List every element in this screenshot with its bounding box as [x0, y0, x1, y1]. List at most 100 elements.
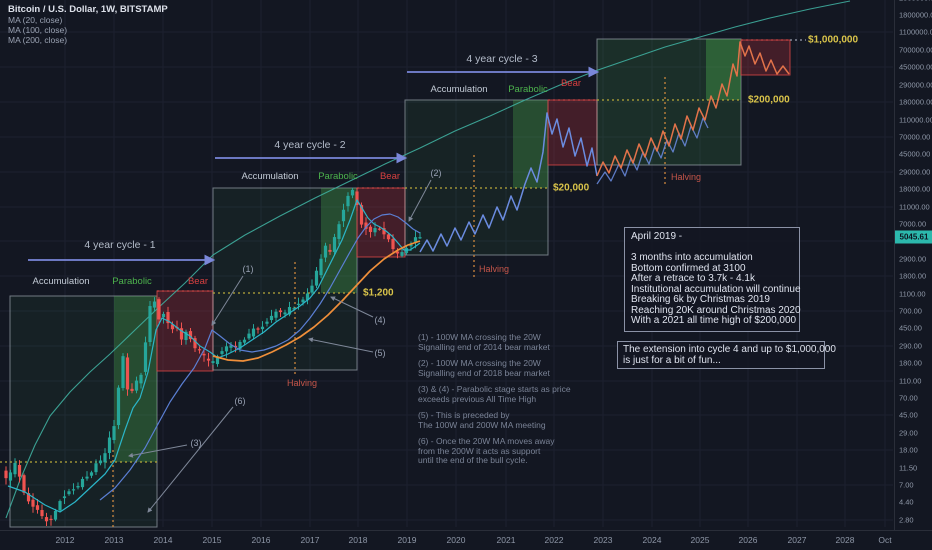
candle-body [22, 475, 26, 493]
marker-arrow[interactable] [330, 296, 374, 318]
candle-body [265, 321, 269, 324]
marker-4[interactable]: (4) [374, 315, 386, 325]
phase-label-bear[interactable]: Bear [379, 171, 401, 182]
phase-label-accumulation[interactable]: Accumulation [241, 171, 299, 182]
cycle-1-box[interactable] [9, 295, 158, 528]
current-price-badge: 5045.61 [895, 230, 932, 244]
indicator-row-ma200[interactable]: MA (200, close) [8, 35, 68, 45]
marker-arrow[interactable] [128, 444, 188, 458]
candle-body [391, 239, 395, 250]
cycle-4-parabolic-box[interactable] [706, 39, 741, 100]
april-note-line: April 2019 - [631, 231, 683, 242]
indicator-row-ma100[interactable]: MA (100, close) [8, 25, 68, 35]
symbol-legend[interactable]: Bitcoin / U.S. Dollar, 1W, BITSTAMP MA (… [8, 4, 168, 45]
note-line: (3) & (4) - Parabolic stage starts as pr… [418, 384, 571, 394]
price-tick: 1800000.00 [899, 10, 932, 20]
price-target-label[interactable]: $200,000 [748, 94, 790, 106]
candlestick-series [4, 187, 422, 526]
price-target-label[interactable]: $20,000 [553, 182, 590, 194]
candle-body [35, 505, 40, 510]
marker-arrow[interactable] [147, 406, 234, 513]
phase-label-accumulation[interactable]: Accumulation [32, 276, 90, 287]
note-line: The 100W and 200W MA meeting [418, 419, 546, 430]
note-line: exceeds previous All Time High [418, 393, 537, 404]
cycle-1-bear-box[interactable] [156, 290, 214, 372]
phase-label-parabolic[interactable]: Parabolic [508, 84, 548, 95]
marker-1[interactable]: (1) [242, 264, 254, 274]
price-tick: 180000.00 [899, 97, 932, 107]
notes-block[interactable]: (1) - 100W MA crossing the 20W Signalling… [418, 332, 571, 473]
candle-body [166, 312, 170, 324]
time-axis[interactable]: 2012 2013 2014 2015 2016 2017 2018 2019 2020 2021… [0, 530, 932, 550]
marker-2[interactable]: (2) [430, 168, 442, 178]
ma200-line[interactable] [212, 240, 421, 362]
candle-body [314, 270, 319, 286]
candle-body [157, 299, 161, 320]
candle-body [89, 472, 94, 476]
cycle-3-parabolic-box[interactable] [513, 100, 548, 188]
april-note-line: Breaking 6k by Christmas 2019 [631, 294, 770, 305]
price-target-label[interactable]: $1,200 [363, 287, 394, 299]
candle-body [13, 462, 17, 475]
ma100-line[interactable] [99, 213, 421, 501]
candle-body [188, 331, 193, 340]
candle-body [143, 342, 148, 372]
note-line: (2) - 100W MA crossing the 20W [418, 358, 541, 368]
projection-cycle3[interactable] [419, 112, 598, 253]
halving-label[interactable]: Halving [671, 172, 702, 182]
phase-label-parabolic[interactable]: Parabolic [112, 276, 152, 287]
note-paragraph: (6) - Once the 20W MA moves away from the… [418, 436, 571, 466]
candle-body [58, 501, 62, 511]
candle-body [323, 245, 328, 258]
cycle-3-label[interactable]: 4 year cycle - 3 [466, 53, 538, 65]
marker-5[interactable]: (5) [374, 348, 386, 358]
phase-label-bear[interactable]: Bear [187, 276, 209, 287]
marker-arrow[interactable] [308, 337, 374, 353]
trend-curve[interactable] [5, 0, 851, 519]
halving-label[interactable]: Halving [287, 378, 318, 388]
april-note-line: Institutional accumulation will continue [631, 283, 801, 295]
candle-body [80, 478, 85, 488]
candle-body [121, 356, 125, 389]
indicator-row-ma20[interactable]: MA (20, close) [8, 15, 63, 25]
candle-body [251, 328, 256, 337]
price-axis[interactable]: 2800000.00 1800000.00 1100000.00 700000.00 4… [894, 0, 932, 530]
time-tick: 2019 [397, 535, 417, 545]
halving-label[interactable]: Halving [479, 264, 510, 274]
cycle-2-box[interactable] [212, 187, 358, 371]
price-tick: 29000.00 [899, 167, 931, 177]
phase-label-accumulation[interactable]: Accumulation [430, 84, 488, 95]
candle-body [139, 374, 143, 384]
candle-body [310, 285, 314, 293]
cycle-2-label[interactable]: 4 year cycle - 2 [274, 139, 346, 151]
candle-body [247, 333, 251, 339]
marker-arrow[interactable] [211, 275, 244, 326]
cycle4-fun-note-box[interactable]: The extension into cycle 4 and up to $1,… [617, 341, 836, 369]
cycle-3-bear-box[interactable] [547, 99, 598, 166]
candle-body [382, 228, 386, 235]
marker-3[interactable]: (3) [190, 438, 202, 448]
candle-body [148, 306, 152, 343]
price-tick: 450000.00 [899, 62, 932, 72]
ma20-line[interactable] [7, 199, 421, 513]
cycle-1-label[interactable]: 4 year cycle - 1 [84, 239, 156, 251]
marker-6[interactable]: (6) [234, 396, 246, 406]
time-tick: 2020 [446, 535, 466, 545]
candle-body [193, 338, 197, 349]
april-2019-note-box[interactable]: April 2019 - 3 months into accumulation B… [624, 227, 801, 332]
time-tick: 2017 [300, 535, 320, 545]
cycle-2-bear-box[interactable] [356, 187, 406, 258]
candle-body [283, 312, 287, 315]
price-target-label[interactable]: $1,000,000 [808, 34, 859, 46]
candle-body [409, 244, 413, 247]
note-line: (5) - This is preceded by [418, 410, 510, 420]
phase-label-parabolic[interactable]: Parabolic [318, 171, 358, 182]
candle-body [341, 209, 346, 222]
time-tick: 2026 [738, 535, 758, 545]
time-tick: 2025 [690, 535, 710, 545]
marker-arrow[interactable] [408, 179, 432, 222]
symbol-title[interactable]: Bitcoin / U.S. Dollar, 1W, BITSTAMP [8, 4, 168, 15]
phase-label-bear[interactable]: Bear [560, 78, 582, 89]
projection-cycle4[interactable] [596, 41, 790, 177]
